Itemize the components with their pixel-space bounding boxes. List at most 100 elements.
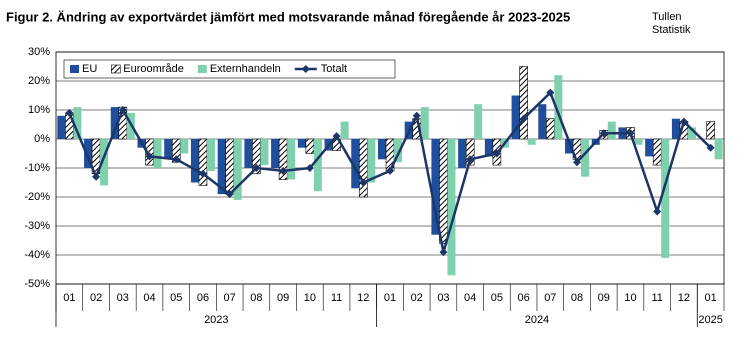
marker <box>172 155 181 164</box>
marker <box>386 166 394 175</box>
x-tick-label: 09 <box>598 292 610 304</box>
marker <box>412 111 421 120</box>
legend-box <box>63 59 396 79</box>
x-tick-label: 01 <box>63 292 75 304</box>
marker <box>492 149 501 158</box>
bar <box>607 121 616 139</box>
bar <box>305 138 315 154</box>
bar <box>225 138 234 195</box>
bar <box>260 139 269 166</box>
marker <box>225 190 234 199</box>
marker <box>466 155 475 164</box>
legend-swatch <box>110 64 121 74</box>
x-tick-label: 01 <box>705 292 717 304</box>
x-tick-label: 09 <box>277 292 289 304</box>
x-tick-label: 06 <box>197 292 209 304</box>
marker <box>573 158 582 167</box>
bar <box>100 139 109 186</box>
x-tick-label: 10 <box>624 292 636 304</box>
bar <box>287 139 296 180</box>
bar <box>634 139 643 145</box>
bar <box>57 115 66 139</box>
source: Statistik <box>652 24 691 36</box>
group-label: 2023 <box>204 314 228 326</box>
x-tick-label: 05 <box>491 292 503 304</box>
x-tick-label: 03 <box>437 292 449 304</box>
x-tick-label: 01 <box>384 292 396 304</box>
bar <box>84 139 93 168</box>
y-tick-label: 0% <box>34 133 50 145</box>
y-tick-label: -40% <box>24 249 50 261</box>
marker <box>65 108 74 117</box>
marker <box>599 129 608 138</box>
bar <box>377 139 386 160</box>
x-tick-label: 11 <box>331 292 342 304</box>
marker <box>92 172 101 181</box>
legend-label: EU <box>82 63 97 75</box>
legend-label: Totalt <box>321 63 347 75</box>
plot-frame <box>55 51 725 285</box>
marker <box>305 164 314 172</box>
marker <box>706 143 715 152</box>
marker <box>653 207 662 216</box>
bar <box>233 139 242 200</box>
x-tick-label: 11 <box>651 292 662 304</box>
bar <box>465 138 475 166</box>
bar <box>447 139 456 276</box>
x-tick-label: 04 <box>143 292 155 304</box>
y-tick-label: 20% <box>28 75 50 87</box>
bar <box>714 139 723 160</box>
bar <box>474 104 483 139</box>
bar <box>73 107 82 139</box>
legend-swatch <box>197 65 207 73</box>
bar <box>484 139 493 157</box>
bar <box>110 107 119 139</box>
legend-swatch <box>70 65 79 73</box>
marker <box>118 106 127 114</box>
marker <box>145 152 154 161</box>
bar <box>206 139 215 171</box>
bar <box>661 139 670 258</box>
marker <box>626 129 635 138</box>
marker <box>439 248 448 257</box>
marker <box>279 166 288 175</box>
bar <box>394 139 403 163</box>
bar <box>554 75 563 139</box>
x-tick-label: 08 <box>250 292 262 304</box>
x-tick-label: 02 <box>90 292 102 304</box>
bar <box>565 139 574 154</box>
y-tick-label: -20% <box>24 191 50 203</box>
bar <box>180 139 189 154</box>
bar <box>313 139 322 192</box>
bar <box>420 107 429 139</box>
x-tick-label: 07 <box>224 292 236 304</box>
bar <box>340 121 349 139</box>
bar <box>652 138 662 166</box>
marker <box>546 88 555 97</box>
marker <box>252 164 261 172</box>
bar <box>671 118 680 139</box>
x-tick-label: 12 <box>678 292 690 304</box>
bar <box>190 139 199 183</box>
x-tick-label: 02 <box>411 292 423 304</box>
bar <box>458 139 467 168</box>
bar <box>687 127 696 139</box>
marker <box>519 114 528 123</box>
y-tick-label: -30% <box>24 220 50 232</box>
bar <box>297 139 306 148</box>
bar <box>431 139 440 235</box>
x-tick-label: 08 <box>571 292 583 304</box>
x-tick-label: 04 <box>464 292 476 304</box>
bar <box>351 139 360 189</box>
x-tick-label: 06 <box>517 292 529 304</box>
x-tick-label: 12 <box>357 292 369 304</box>
y-tick-label: -50% <box>24 278 50 290</box>
bar <box>519 66 528 140</box>
marker <box>332 132 341 141</box>
bar <box>164 139 173 160</box>
bar <box>358 138 368 198</box>
bar <box>511 95 520 139</box>
bar <box>153 139 162 168</box>
marker <box>359 178 368 187</box>
source: Tullen <box>652 11 682 23</box>
